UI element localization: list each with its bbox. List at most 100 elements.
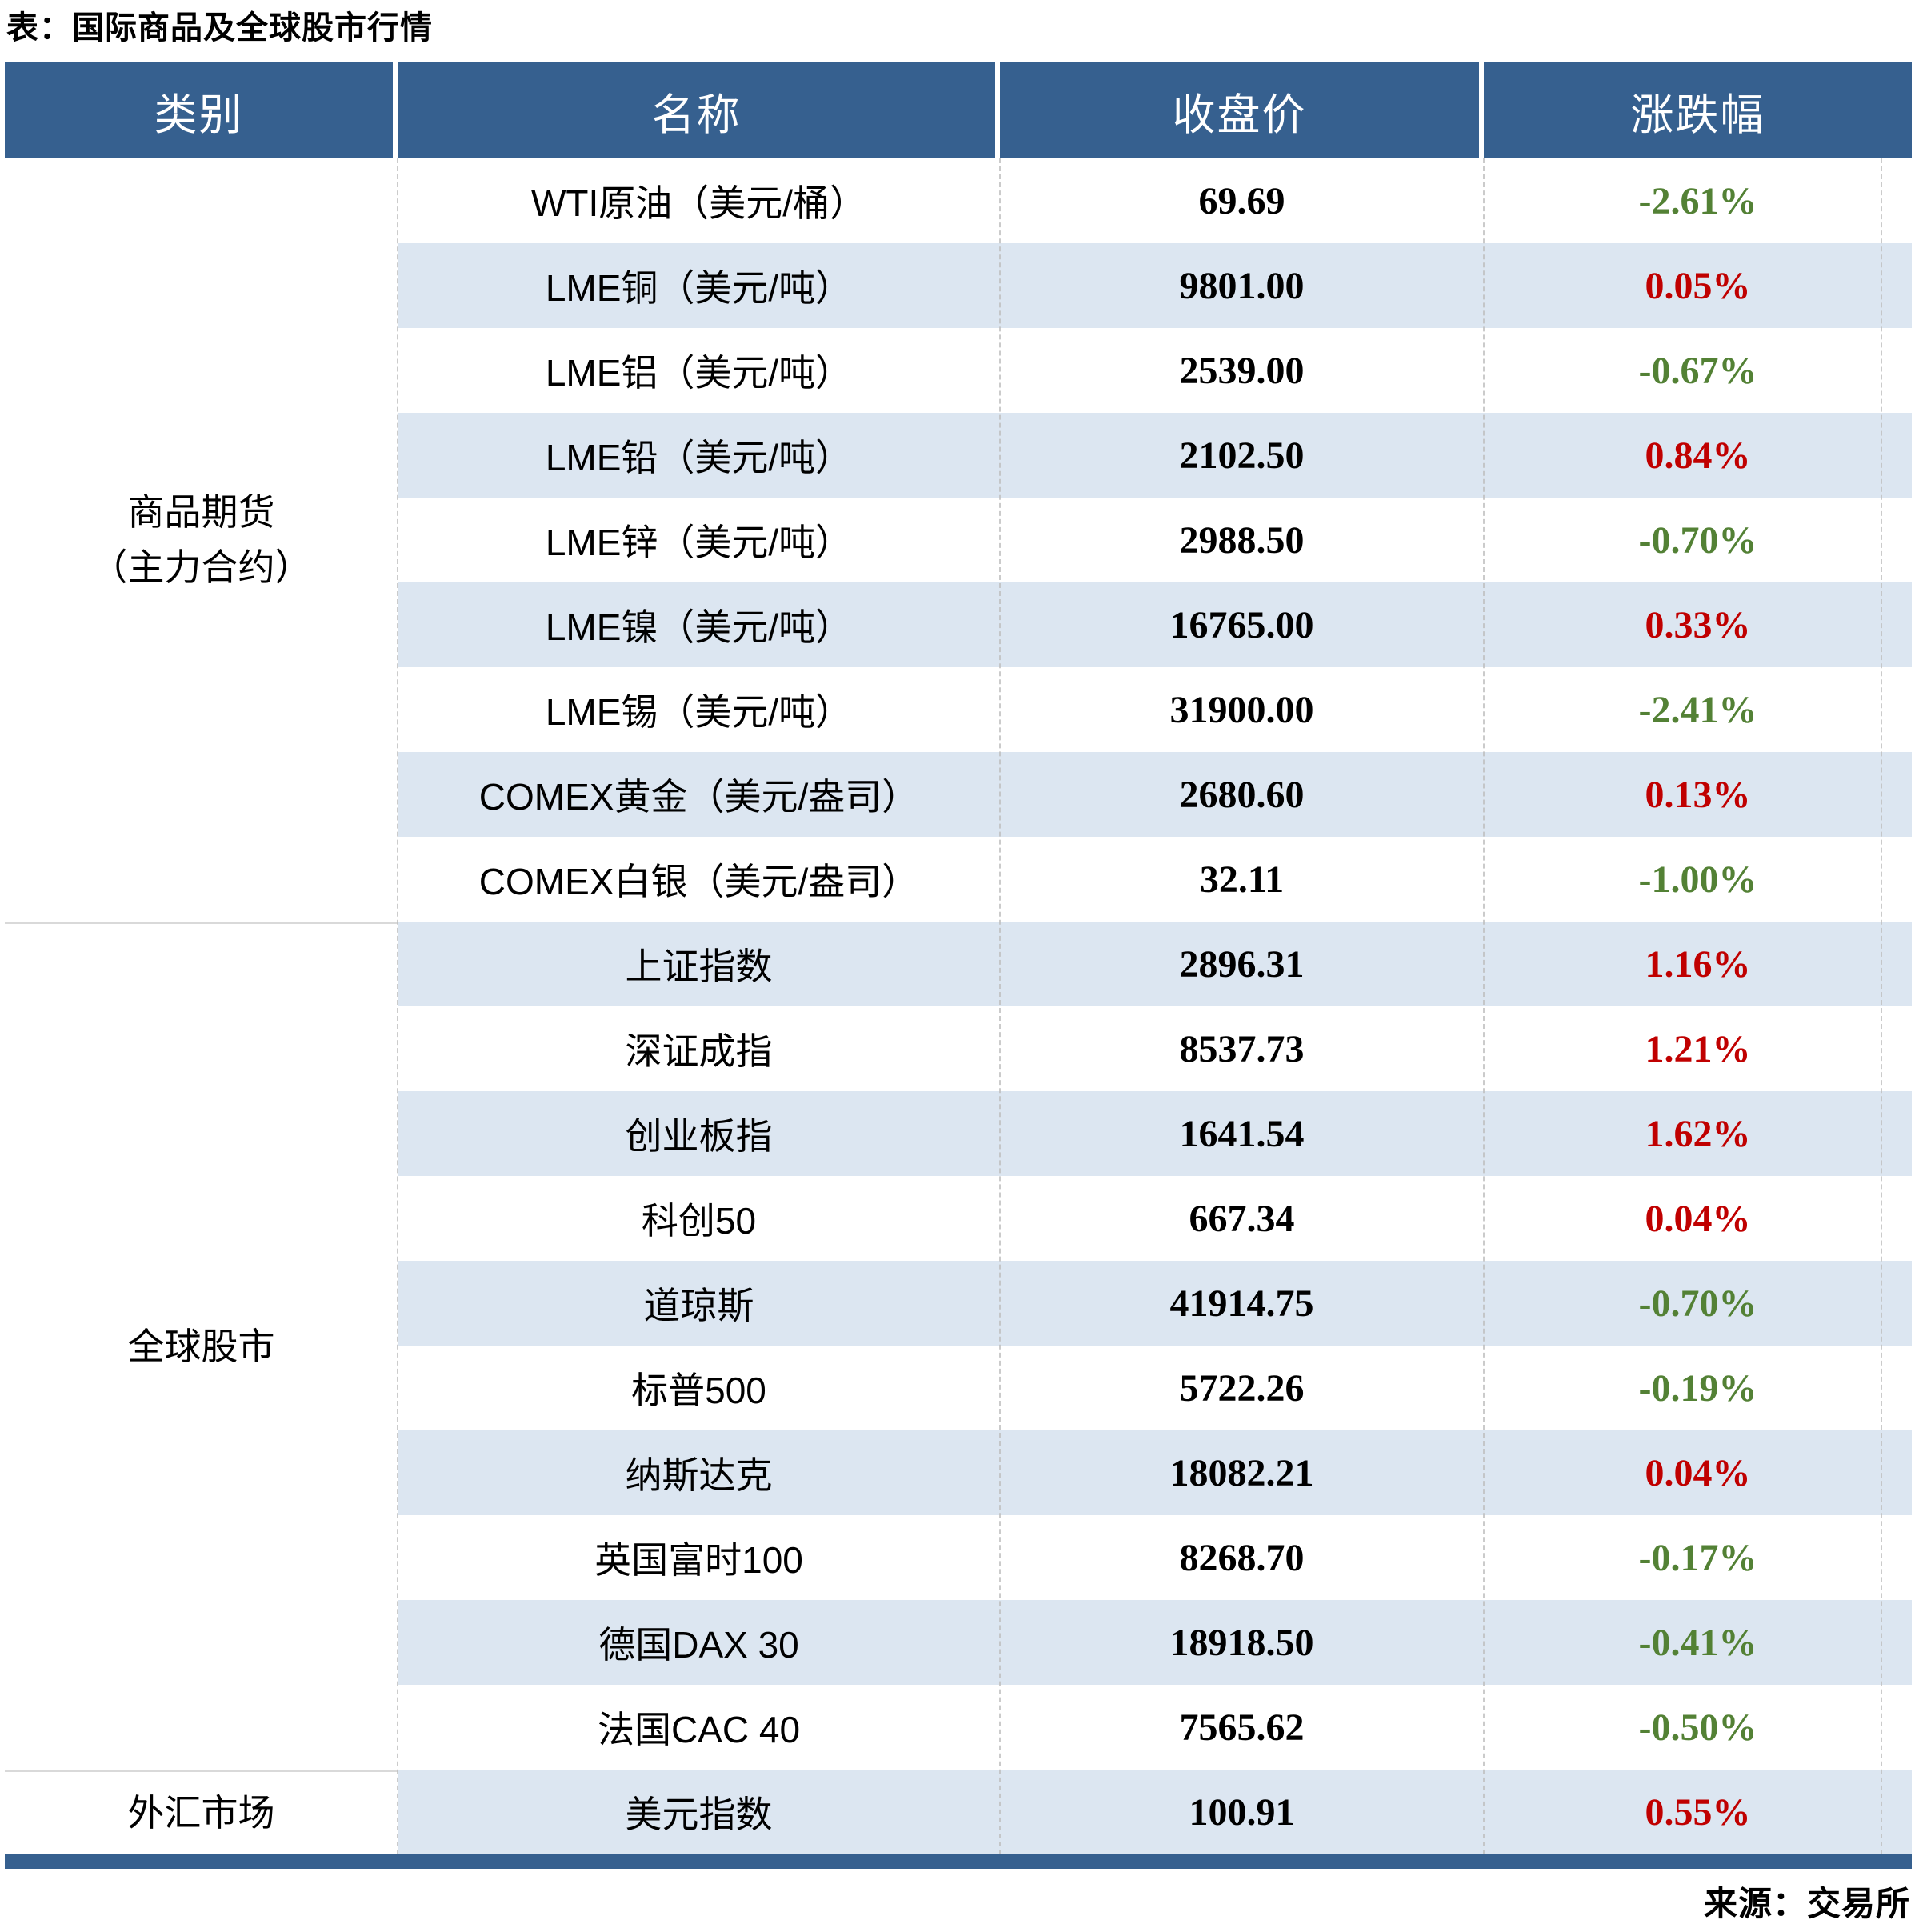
row-name: LME铜（美元/吨） <box>545 267 853 309</box>
table-row: LME铜（美元/吨） 9801.00 0.05% <box>398 243 1912 328</box>
row-close: 41914.75 <box>1169 1282 1314 1325</box>
row-close: 2102.50 <box>1179 434 1305 477</box>
row-close: 8537.73 <box>1179 1027 1305 1070</box>
row-change: 1.21% <box>1645 1027 1751 1070</box>
table-row: 标普500 5722.26 -0.19% <box>398 1346 1912 1430</box>
category-line: 外汇市场 <box>127 1792 275 1834</box>
table-row: COMEX白银（美元/盎司） 32.11 -1.00% <box>398 837 1912 922</box>
row-change: 0.84% <box>1645 434 1751 477</box>
row-name: 上证指数 <box>625 946 773 987</box>
row-name: 法国CAC 40 <box>597 1709 801 1750</box>
table-row: WTI原油（美元/桶） 69.69 -2.61% <box>398 158 1912 243</box>
source-note: 来源：交易所 <box>1703 1885 1910 1922</box>
row-name: LME镍（美元/吨） <box>545 606 853 648</box>
table-row: 法国CAC 40 7565.62 -0.50% <box>398 1685 1912 1770</box>
row-close: 18082.21 <box>1169 1451 1314 1494</box>
row-close: 7565.62 <box>1179 1706 1305 1749</box>
table-row: 创业板指 1641.54 1.62% <box>398 1091 1912 1176</box>
row-change: -2.61% <box>1638 179 1757 222</box>
row-change: 1.62% <box>1645 1112 1751 1155</box>
row-close: 16765.00 <box>1169 603 1314 646</box>
row-change: -0.50% <box>1638 1706 1757 1749</box>
row-close: 31900.00 <box>1169 688 1314 731</box>
row-name: WTI原油（美元/桶） <box>530 182 867 224</box>
grid-divider <box>999 158 1001 1854</box>
category-global-stocks: 全球股市 <box>5 922 398 1770</box>
table-row: 英国富时100 8268.70 -0.17% <box>398 1515 1912 1600</box>
table-row: LME铝（美元/吨） 2539.00 -0.67% <box>398 328 1912 413</box>
row-change: -1.00% <box>1638 858 1757 901</box>
row-name: 英国富时100 <box>594 1539 803 1581</box>
table-rows: WTI原油（美元/桶） 69.69 -2.61% LME铜（美元/吨） 9801.00… <box>398 158 1912 1854</box>
grid-divider <box>397 158 398 1854</box>
table-header-row: 类别 名称 收盘价 涨跌幅 <box>5 62 1912 158</box>
row-name: 科创50 <box>641 1200 757 1242</box>
row-change: 0.05% <box>1645 264 1751 307</box>
table-row: COMEX黄金（美元/盎司） 2680.60 0.13% <box>398 752 1912 837</box>
row-name: LME铝（美元/吨） <box>545 352 853 394</box>
row-change: 0.55% <box>1645 1790 1751 1834</box>
row-name: 深证成指 <box>625 1030 773 1072</box>
row-name: 纳斯达克 <box>625 1454 773 1496</box>
table-row: 德国DAX 30 18918.50 -0.41% <box>398 1600 1912 1685</box>
table-body: WTI原油（美元/桶） 69.69 -2.61% LME铜（美元/吨） 9801.00… <box>5 158 1912 1854</box>
table-row: LME锡（美元/吨） 31900.00 -2.41% <box>398 667 1912 752</box>
table-row: LME镍（美元/吨） 16765.00 0.33% <box>398 582 1912 667</box>
row-name: 标普500 <box>631 1370 766 1411</box>
row-change: -0.41% <box>1638 1621 1757 1664</box>
row-name: LME锡（美元/吨） <box>545 691 853 733</box>
row-change: 0.33% <box>1645 603 1751 646</box>
table-row: 道琼斯 41914.75 -0.70% <box>398 1261 1912 1346</box>
table-bottom-bar <box>5 1854 1912 1869</box>
table-row: 美元指数 100.91 0.55% <box>398 1770 1912 1854</box>
table-row: 科创50 667.34 0.04% <box>398 1176 1912 1261</box>
row-close: 2539.00 <box>1179 349 1305 392</box>
row-name: LME锌（美元/吨） <box>545 522 853 563</box>
row-close: 32.11 <box>1199 858 1285 901</box>
row-close: 9801.00 <box>1179 264 1305 307</box>
category-line: 全球股市 <box>127 1326 275 1367</box>
col-header-close: 收盘价 <box>1000 62 1484 158</box>
row-name: 美元指数 <box>625 1794 773 1835</box>
col-header-change: 涨跌幅 <box>1630 90 1765 139</box>
row-name: COMEX白银（美元/盎司） <box>478 861 919 902</box>
row-name: 德国DAX 30 <box>598 1624 799 1666</box>
row-name: COMEX黄金（美元/盎司） <box>478 776 919 818</box>
grid-divider <box>1881 158 1882 1854</box>
category-line: 商品期货 <box>127 491 275 533</box>
category-line: （主力合约） <box>90 546 312 588</box>
row-name: LME铅（美元/吨） <box>545 437 853 478</box>
page-title: 表：国际商品及全球股市行情 <box>6 10 433 46</box>
row-close: 100.91 <box>1189 1790 1295 1834</box>
row-change: -2.41% <box>1638 688 1757 731</box>
row-change: -0.70% <box>1638 1282 1757 1325</box>
row-change: 0.04% <box>1645 1197 1751 1240</box>
row-close: 18918.50 <box>1169 1621 1314 1664</box>
row-close: 8268.70 <box>1179 1536 1305 1579</box>
row-change: 1.16% <box>1645 942 1751 986</box>
row-name: 创业板指 <box>625 1115 773 1157</box>
row-change: 0.04% <box>1645 1451 1751 1494</box>
col-header-category: 类别 <box>5 62 398 158</box>
category-commodity-futures: 商品期货 （主力合约） <box>5 158 398 922</box>
table-row: 纳斯达克 18082.21 0.04% <box>398 1430 1912 1515</box>
category-forex: 外汇市场 <box>5 1770 398 1854</box>
row-close: 2988.50 <box>1179 518 1305 562</box>
row-name: 道琼斯 <box>643 1285 754 1326</box>
quotes-table: 类别 名称 收盘价 涨跌幅 WTI原油（美元/桶） 69.69 -2.61% LME… <box>5 62 1912 1869</box>
row-change: -0.17% <box>1638 1536 1757 1579</box>
row-close: 5722.26 <box>1179 1366 1305 1410</box>
row-close: 667.34 <box>1189 1197 1295 1240</box>
grid-divider <box>1483 158 1485 1854</box>
table-row: LME锌（美元/吨） 2988.50 -0.70% <box>398 498 1912 582</box>
col-header-name: 名称 <box>398 62 1000 158</box>
row-close: 2680.60 <box>1179 773 1305 816</box>
row-change: -0.19% <box>1638 1366 1757 1410</box>
row-change: 0.13% <box>1645 773 1751 816</box>
row-close: 1641.54 <box>1179 1112 1305 1155</box>
row-change: -0.70% <box>1638 518 1757 562</box>
row-close: 2896.31 <box>1179 942 1305 986</box>
table-row: LME铅（美元/吨） 2102.50 0.84% <box>398 413 1912 498</box>
category-column: 商品期货 （主力合约） 全球股市 外汇市场 <box>5 158 398 1854</box>
